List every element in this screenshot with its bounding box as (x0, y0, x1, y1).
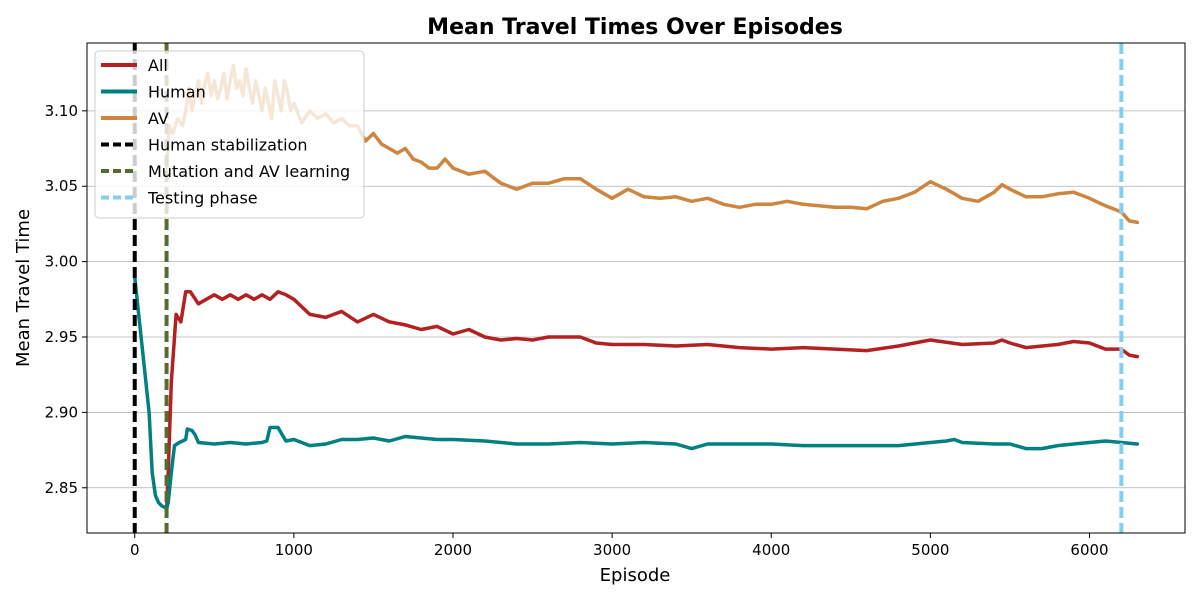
y-tick-label-1: 2.90 (45, 403, 78, 421)
legend-label-all: All (148, 56, 168, 75)
axes-frame (86, 42, 1186, 534)
legend-box (94, 50, 365, 219)
x-tick-label-0: 0 (130, 541, 140, 559)
y-tick-label-3: 3.00 (45, 253, 78, 271)
y-axis-label: Mean Travel Time (13, 209, 34, 367)
series-line-human (132, 274, 1140, 511)
y-tick-label-0: 2.85 (45, 479, 78, 497)
legend-label-mutation-and-av-learning: Mutation and AV learning (148, 162, 350, 181)
x-axis-label: Episode (600, 565, 671, 586)
x-tick-label-5: 5000 (911, 541, 949, 559)
y-tick-label-4: 3.05 (45, 177, 78, 195)
legend: All Human AV Human stabilization Mutation an… (94, 50, 365, 219)
x-tick-label-2: 2000 (434, 541, 472, 559)
chart-title: Mean Travel Times Over Episodes (427, 15, 843, 40)
legend-label-testing-phase: Testing phase (147, 189, 258, 208)
y-tick-label-2: 2.95 (45, 328, 78, 346)
y-tick-label-5: 3.10 (45, 102, 78, 120)
x-tick-label-3: 3000 (593, 541, 631, 559)
x-tick-label-1: 1000 (275, 541, 313, 559)
legend-label-human-stabilization: Human stabilization (148, 136, 308, 155)
legend-label-human: Human (148, 83, 206, 102)
x-tick-label-4: 4000 (752, 541, 790, 559)
series-line-all (164, 290, 1140, 513)
x-tick-label-6: 6000 (1070, 541, 1108, 559)
legend-label-av: AV (148, 109, 169, 128)
